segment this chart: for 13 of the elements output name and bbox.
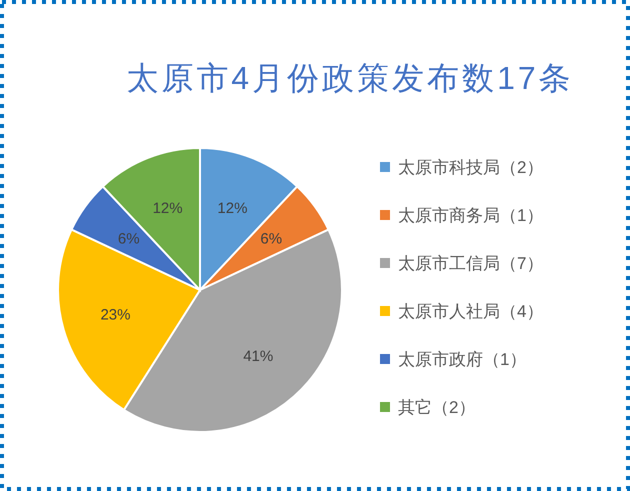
legend-label: 太原市人社局（4）	[398, 302, 544, 320]
data-label: 23%	[100, 306, 130, 324]
data-label: 6%	[118, 230, 140, 247]
legend-label: 太原市商务局（1）	[398, 206, 544, 224]
data-label: 12%	[217, 200, 248, 217]
legend-label: 其它（2）	[398, 398, 476, 416]
legend-label: 太原市政府（1）	[398, 350, 526, 368]
data-label: 41%	[243, 348, 274, 365]
legend-label: 太原市工信局（7）	[398, 254, 544, 272]
data-label: 12%	[152, 200, 183, 217]
data-label: 6%	[260, 230, 282, 247]
legend-label: 太原市科技局（2）	[398, 158, 544, 176]
chart-title: 太原市4月份政策发布数17条	[126, 60, 574, 96]
